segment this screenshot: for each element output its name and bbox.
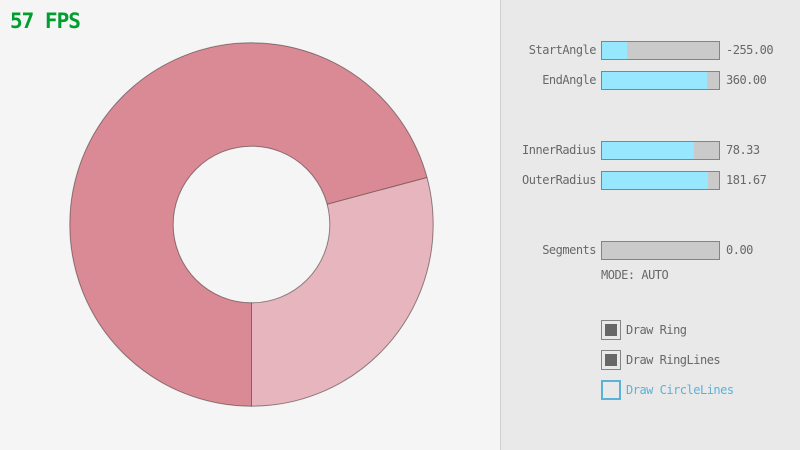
- endangle-slider[interactable]: [601, 71, 720, 90]
- ring-visualization: [69, 42, 434, 407]
- draw-ring-label: Draw Ring: [626, 323, 687, 337]
- slider-row-startangle: StartAngle -255.00: [501, 40, 800, 60]
- segments-slider[interactable]: [601, 241, 720, 260]
- ring-svg: [69, 42, 434, 407]
- slider-row-segments: Segments 0.00: [501, 240, 800, 260]
- fps-counter: 57 FPS: [10, 9, 81, 33]
- endangle-label: EndAngle: [542, 73, 596, 87]
- outerradius-slider[interactable]: [601, 171, 720, 190]
- outerradius-label: OuterRadius: [522, 173, 596, 187]
- draw-ringlines-checkbox-row: Draw RingLines: [501, 350, 800, 370]
- segments-value: 0.00: [726, 243, 753, 257]
- slider-row-innerradius: InnerRadius 78.33: [501, 140, 800, 160]
- slider-row-outerradius: OuterRadius 181.67: [501, 170, 800, 190]
- startangle-label: StartAngle: [528, 43, 597, 57]
- innerradius-slider[interactable]: [601, 141, 720, 160]
- endangle-slider-fill: [602, 72, 708, 89]
- slider-row-endangle: EndAngle 360.00: [501, 70, 800, 90]
- startangle-slider-fill: [602, 42, 628, 59]
- endangle-value: 360.00: [726, 73, 767, 87]
- draw-ring-checkbox[interactable]: [601, 320, 621, 340]
- innerradius-slider-fill: [602, 142, 694, 159]
- innerradius-label: InnerRadius: [522, 143, 596, 157]
- control-panel: StartAngle -255.00 EndAngle 360.00 Inner…: [500, 0, 800, 450]
- innerradius-value: 78.33: [726, 143, 760, 157]
- segments-label: Segments: [542, 243, 596, 257]
- outerradius-slider-fill: [602, 172, 709, 189]
- draw-ring-checkbox-row: Draw Ring: [501, 320, 800, 340]
- draw-ringlines-checkbox[interactable]: [601, 350, 621, 370]
- outerradius-value: 181.67: [726, 173, 767, 187]
- draw-circlelines-label: Draw CircleLines: [626, 383, 734, 397]
- startangle-value: -255.00: [726, 43, 774, 57]
- startangle-slider[interactable]: [601, 41, 720, 60]
- mode-label: MODE: AUTO: [601, 268, 669, 282]
- draw-circlelines-checkbox-row: Draw CircleLines: [501, 380, 800, 400]
- draw-ringlines-label: Draw RingLines: [626, 353, 721, 367]
- draw-circlelines-checkbox[interactable]: [601, 380, 621, 400]
